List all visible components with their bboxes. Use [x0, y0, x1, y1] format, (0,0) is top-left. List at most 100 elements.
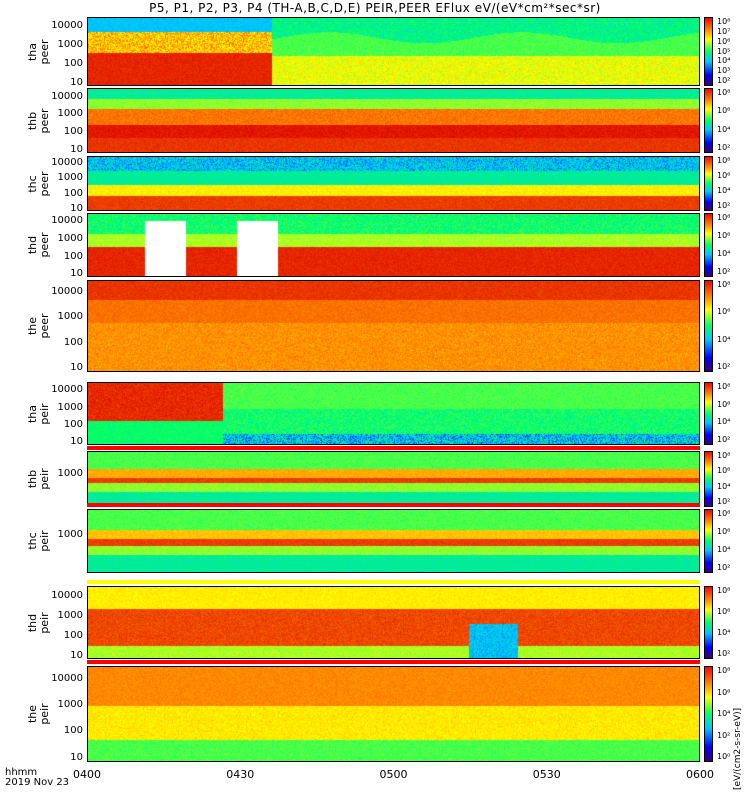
y-tick-label: 10000 — [51, 20, 83, 32]
colorbar-tick-label: 10² — [717, 497, 731, 506]
colorbar-tick-label: 10⁰ — [717, 752, 731, 761]
spectrogram-panel — [87, 382, 700, 445]
panel-label: thc peir — [26, 530, 51, 552]
colorbar-tick-label: 10² — [717, 362, 731, 371]
spectrogram-image — [88, 89, 699, 152]
colorbar — [704, 509, 713, 573]
x-tick-label: 0530 — [532, 768, 561, 781]
colorbar-tick-label: 10² — [717, 76, 731, 85]
colorbar-tick-label: 10⁸ — [717, 451, 731, 460]
colorbar-tick-label: 10² — [717, 730, 731, 740]
colorbar — [704, 213, 713, 277]
y-tick-label: 1000 — [57, 467, 83, 479]
data-quality-flag-bar — [87, 580, 700, 584]
y-tick-label: 10000 — [51, 286, 83, 298]
y-tick-label: 10 — [70, 77, 83, 89]
y-tick-label: 1000 — [57, 699, 83, 711]
x-tick-label: 0400 — [73, 768, 101, 781]
y-tick-label: 1000 — [57, 311, 83, 323]
data-quality-flag-bar — [87, 377, 700, 381]
colorbar-tick-label: 10⁶ — [717, 106, 731, 116]
colorbar-tick-label: 10⁸ — [717, 213, 731, 222]
colorbar-tick-label: 10⁴ — [717, 124, 731, 134]
spectrogram-panel — [87, 17, 700, 86]
spectrogram-panel — [87, 280, 700, 372]
y-tick-label: 10 — [70, 362, 83, 374]
data-quality-flag-bar — [87, 503, 700, 507]
colorbar — [704, 382, 713, 445]
x-axis-format-label: hhmm — [5, 767, 38, 778]
colorbar-unit-label: [eV/(cm2-s-sr-eV)] — [733, 707, 743, 790]
colorbar-tick-label: 10⁸ — [717, 156, 731, 165]
y-tick-label: 100 — [63, 418, 83, 430]
y-tick-label: 10 — [70, 144, 83, 156]
y-tick-label: 1000 — [57, 172, 83, 184]
spectrogram-image — [88, 452, 699, 506]
colorbar-tick-label: 10² — [717, 649, 731, 658]
y-tick-label: 10000 — [51, 90, 83, 102]
colorbar-tick-label: 10⁴ — [717, 481, 731, 491]
y-tick-label: 10 — [70, 751, 83, 763]
colorbar-tick-label: 10⁶ — [717, 607, 731, 616]
spectrogram-image — [88, 510, 699, 572]
colorbar — [704, 586, 713, 659]
colorbar-tick-label: 10² — [717, 435, 731, 444]
colorbar-tick-label: 10⁸ — [717, 666, 731, 675]
y-tick-label: 10 — [70, 649, 83, 661]
colorbar-tick-label: 10³ — [717, 66, 731, 76]
spectrogram-panel — [87, 88, 700, 153]
spectrogram-panel — [87, 156, 700, 211]
spectrogram-image — [88, 281, 699, 371]
y-tick-label: 10 — [70, 268, 83, 280]
y-tick-label: 100 — [63, 250, 83, 262]
colorbar — [704, 88, 713, 153]
y-tick-label: 1000 — [57, 401, 83, 413]
spectrogram-panel — [87, 586, 700, 659]
y-tick-label: 1000 — [57, 233, 83, 245]
colorbar-tick-label: 10⁶ — [717, 231, 731, 240]
colorbar-tick-label: 10⁴ — [717, 186, 731, 195]
x-tick-label: 0500 — [379, 768, 408, 781]
y-tick-label: 100 — [63, 336, 83, 348]
y-tick-label: 10000 — [51, 589, 83, 601]
colorbar-tick-label: 10⁷ — [717, 26, 731, 36]
x-tick-label: 0600 — [686, 768, 714, 781]
spectrogram-image — [88, 383, 699, 444]
spectrogram-image — [88, 157, 699, 210]
y-tick-label: 10000 — [51, 672, 83, 684]
colorbar-tick-label: 10⁶ — [717, 307, 731, 317]
y-tick-label: 10 — [70, 436, 83, 448]
colorbar-tick-label: 10⁶ — [717, 527, 731, 536]
spectrogram-panel — [87, 451, 700, 507]
y-tick-label: 100 — [63, 725, 83, 737]
colorbar-tick-label: 10⁵ — [717, 46, 731, 56]
colorbar-tick-label: 10⁸ — [717, 17, 731, 26]
panel-label: thb peir — [26, 468, 51, 490]
colorbar-tick-label: 10⁴ — [717, 709, 731, 718]
y-tick-label: 100 — [63, 187, 83, 199]
colorbar-tick-label: 10⁴ — [717, 249, 731, 258]
colorbar-tick-label: 10⁸ — [717, 509, 731, 518]
colorbar-tick-label: 10⁶ — [717, 36, 731, 46]
spectrogram-image — [88, 667, 699, 761]
colorbar — [704, 666, 713, 762]
y-tick-label: 10 — [70, 202, 83, 214]
y-tick-label: 1000 — [57, 108, 83, 120]
spectrogram-image — [88, 214, 699, 276]
y-tick-label: 10000 — [51, 215, 83, 227]
colorbar — [704, 17, 713, 86]
data-quality-flag-bar — [87, 660, 700, 664]
y-tick-label: 100 — [63, 126, 83, 138]
colorbar-tick-label: 10⁶ — [717, 171, 731, 180]
colorbar-tick-label: 10⁴ — [717, 334, 731, 344]
y-tick-label: 100 — [63, 58, 83, 70]
y-tick-label: 1000 — [57, 39, 83, 51]
colorbar-tick-label: 10² — [717, 201, 731, 210]
spectrogram-panel — [87, 666, 700, 762]
x-axis-date-label: 2019 Nov 23 — [5, 777, 70, 788]
spectrogram-image — [88, 587, 699, 658]
colorbar-tick-label: 10⁸ — [717, 586, 731, 595]
colorbar-tick-label: 10⁸ — [717, 88, 731, 97]
y-tick-label: 10000 — [51, 157, 83, 169]
colorbar-tick-label: 10² — [717, 563, 731, 572]
